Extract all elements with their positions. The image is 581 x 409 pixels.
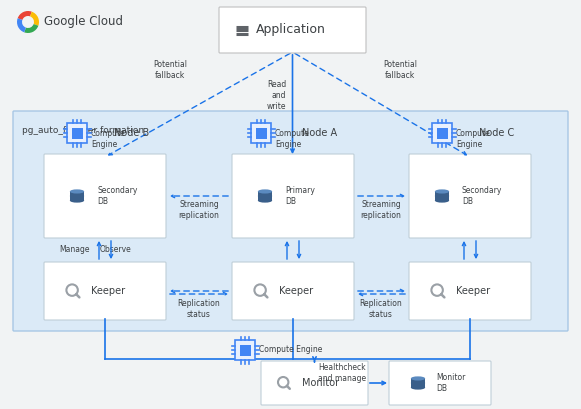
Wedge shape: [30, 12, 39, 26]
Text: Keeper: Keeper: [279, 286, 313, 296]
Text: Compute
Engine: Compute Engine: [91, 129, 125, 149]
Text: Application: Application: [256, 23, 326, 36]
FancyBboxPatch shape: [13, 111, 568, 331]
Text: Healthcheck
and manage: Healthcheck and manage: [318, 363, 367, 383]
Ellipse shape: [411, 376, 425, 380]
FancyBboxPatch shape: [409, 154, 531, 238]
FancyBboxPatch shape: [232, 262, 354, 320]
Text: Read
and
write: Read and write: [267, 80, 286, 111]
Wedge shape: [17, 11, 32, 20]
FancyBboxPatch shape: [219, 7, 366, 53]
Text: Manage: Manage: [60, 245, 90, 254]
Bar: [70, 191, 84, 200]
Text: Secondary
DB: Secondary DB: [462, 186, 503, 206]
Text: Monitor
DB: Monitor DB: [436, 373, 465, 393]
Ellipse shape: [411, 385, 425, 390]
Bar: [258, 191, 272, 200]
Bar: [435, 191, 449, 200]
Text: Compute Engine: Compute Engine: [259, 346, 322, 355]
Text: Potential
fallback: Potential fallback: [153, 60, 187, 80]
Ellipse shape: [258, 194, 272, 198]
Text: Streaming
replication: Streaming replication: [178, 200, 220, 220]
Text: Google Cloud: Google Cloud: [44, 16, 123, 29]
Text: Monitor: Monitor: [302, 378, 339, 388]
Bar: [256, 128, 267, 139]
FancyBboxPatch shape: [67, 123, 87, 143]
Text: Observe: Observe: [99, 245, 131, 254]
Bar: [71, 128, 83, 139]
Ellipse shape: [70, 189, 84, 193]
FancyBboxPatch shape: [432, 123, 452, 143]
Text: Keeper: Keeper: [456, 286, 490, 296]
Ellipse shape: [258, 198, 272, 202]
Ellipse shape: [411, 381, 425, 385]
Text: Streaming
replication: Streaming replication: [361, 200, 401, 220]
Text: Node A: Node A: [302, 128, 337, 138]
Text: Replication
status: Replication status: [178, 299, 220, 319]
Bar: [239, 344, 250, 355]
Bar: [436, 128, 447, 139]
Text: Potential
fallback: Potential fallback: [383, 60, 417, 80]
Text: Node C: Node C: [479, 128, 514, 138]
Ellipse shape: [70, 194, 84, 198]
Text: pg_auto_failover formation: pg_auto_failover formation: [22, 126, 144, 135]
FancyBboxPatch shape: [389, 361, 491, 405]
Wedge shape: [24, 24, 38, 33]
Text: Keeper: Keeper: [91, 286, 125, 296]
Text: Compute
Engine: Compute Engine: [456, 129, 491, 149]
FancyBboxPatch shape: [44, 154, 166, 238]
Ellipse shape: [435, 189, 449, 193]
FancyBboxPatch shape: [232, 154, 354, 238]
FancyBboxPatch shape: [44, 262, 166, 320]
Text: Primary
DB: Primary DB: [285, 186, 315, 206]
Wedge shape: [17, 18, 26, 32]
Bar: [411, 378, 425, 388]
Text: Node B: Node B: [114, 128, 149, 138]
Text: Replication
status: Replication status: [360, 299, 403, 319]
Ellipse shape: [258, 189, 272, 193]
FancyBboxPatch shape: [251, 123, 271, 143]
Ellipse shape: [435, 198, 449, 202]
Ellipse shape: [435, 194, 449, 198]
Text: Compute
Engine: Compute Engine: [275, 129, 310, 149]
FancyBboxPatch shape: [235, 340, 255, 360]
Ellipse shape: [70, 198, 84, 202]
FancyBboxPatch shape: [261, 361, 368, 405]
Text: Secondary
DB: Secondary DB: [97, 186, 137, 206]
FancyBboxPatch shape: [409, 262, 531, 320]
